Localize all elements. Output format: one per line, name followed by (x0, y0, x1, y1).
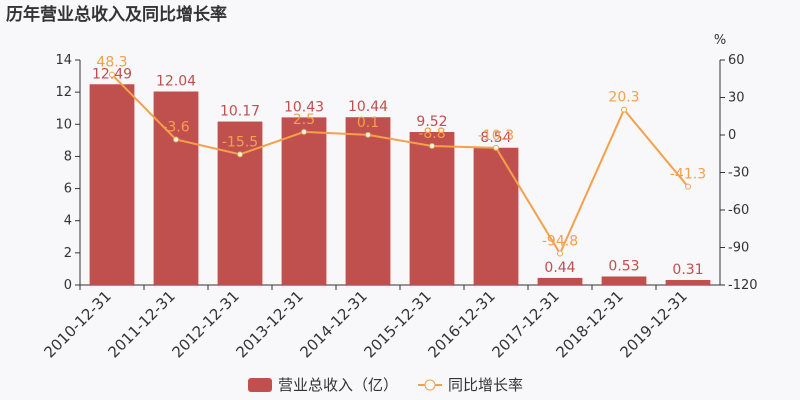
bar (345, 117, 391, 285)
bar-value-label: 10.44 (348, 99, 388, 115)
line-point (429, 143, 435, 149)
x-tick-label: 2011-12-31 (104, 287, 178, 361)
x-tick-label: 2018-12-31 (552, 287, 626, 361)
bar-value-label: 10.17 (220, 104, 260, 120)
bar (281, 117, 327, 285)
line-value-label: -94.8 (542, 234, 578, 250)
line-point (237, 151, 243, 158)
legend-swatch (424, 379, 436, 391)
line-value-label: -8.8 (418, 126, 445, 142)
x-tick-label: 2019-12-31 (616, 287, 690, 361)
x-tick-label: 2012-12-31 (168, 287, 242, 361)
y2-tick-label: -90 (728, 241, 749, 256)
y2-tick-label: 60 (728, 53, 745, 68)
y2-tick-label: -30 (728, 166, 749, 181)
bar (89, 84, 135, 286)
line-point (365, 131, 371, 138)
chart-title: 历年营业总收入及同比增长率 (6, 4, 227, 25)
bar-value-label: 0.53 (608, 258, 639, 274)
y2-tick-label: -60 (728, 203, 749, 218)
x-tick-label: 2013-12-31 (232, 287, 306, 361)
y-tick-label: 12 (55, 85, 72, 100)
line-value-label: 2.5 (293, 112, 315, 128)
bar (665, 280, 711, 285)
bar (473, 147, 519, 285)
y-tick-label: 0 (64, 278, 72, 293)
legend-label: 同比增长率 (448, 376, 523, 394)
y2-tick-label: 0 (728, 128, 736, 143)
line-point (557, 250, 563, 257)
y2-tick-label: -120 (728, 278, 758, 293)
bar-value-label: 0.31 (672, 262, 703, 278)
y-tick-label: 10 (55, 117, 72, 132)
bar-value-label: 12.04 (156, 74, 196, 90)
bar (601, 276, 647, 285)
line-value-label: -15.5 (222, 134, 258, 150)
bar-value-label: 9.52 (416, 114, 447, 130)
line-value-label: -10.3 (478, 128, 514, 144)
line (111, 73, 689, 256)
line-point (621, 106, 627, 113)
x-tick-label: 2014-12-31 (296, 287, 370, 361)
bar-value-label: 0.44 (544, 260, 575, 276)
bar (409, 132, 455, 285)
x-tick-label: 2015-12-31 (360, 287, 434, 361)
y2-tick-label: 30 (728, 91, 745, 106)
line-point (109, 71, 115, 78)
line-point (685, 183, 691, 190)
legend-label: 营业总收入（亿） (278, 376, 398, 394)
x-tick-label: 2010-12-31 (40, 287, 114, 361)
y-tick-label: 6 (64, 182, 72, 197)
x-tick-label: 2017-12-31 (488, 287, 562, 361)
y-tick-label: 8 (64, 149, 72, 164)
y-tick-label: 14 (55, 53, 72, 68)
x-tick-label: 2016-12-31 (424, 287, 498, 361)
y-tick-label: 2 (64, 246, 72, 261)
line-value-label: 0.1 (357, 115, 379, 131)
bar (537, 277, 583, 285)
line-value-label: 20.3 (608, 90, 639, 106)
line-point (173, 136, 179, 143)
bar-value-label: 8.54 (480, 130, 511, 146)
legend-swatch (248, 378, 272, 392)
line-point (301, 128, 307, 135)
bar-value-label: 10.43 (284, 99, 324, 115)
line-value-label: -41.3 (670, 167, 706, 183)
y2-axis-label: % (714, 33, 726, 48)
line-point (493, 144, 499, 151)
y-tick-label: 4 (64, 214, 72, 229)
line-value-label: -3.6 (162, 120, 189, 136)
line-value-label: 48.3 (96, 55, 127, 71)
